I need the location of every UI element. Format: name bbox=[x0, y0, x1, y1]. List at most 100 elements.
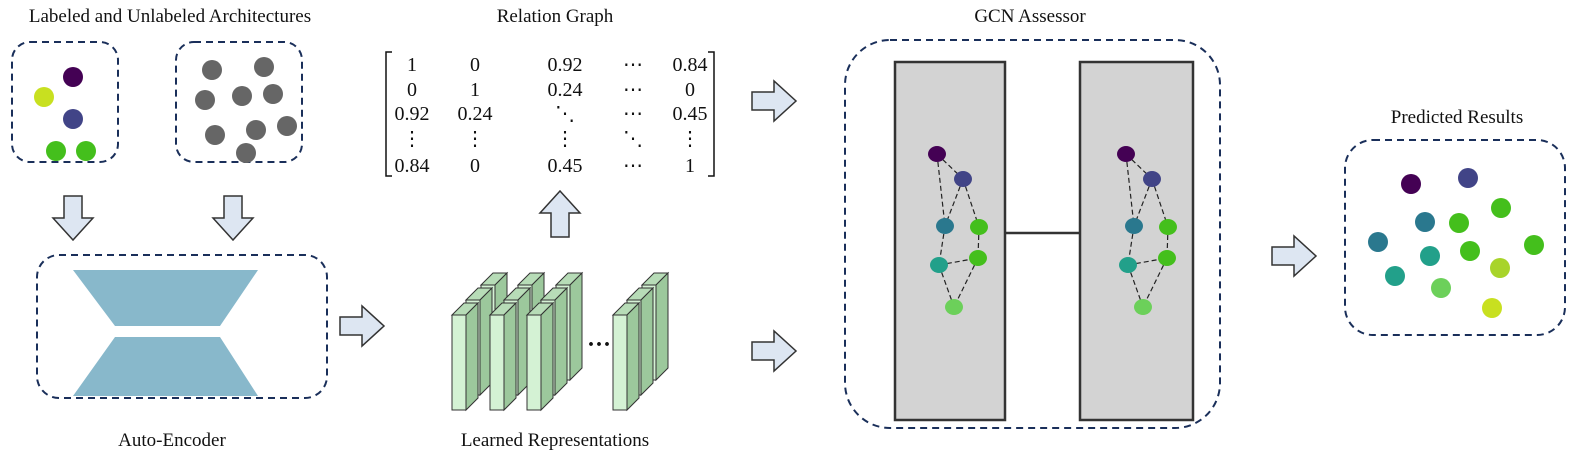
graph-node bbox=[1158, 250, 1176, 266]
unlabeled-node bbox=[232, 86, 252, 106]
matrix-cell: 0.24 bbox=[458, 103, 493, 125]
predicted-results-title: Predicted Results bbox=[1391, 107, 1523, 128]
predicted-node bbox=[1385, 266, 1405, 286]
auto-encoder-box bbox=[36, 254, 328, 399]
graph-edge bbox=[953, 257, 979, 308]
unlabeled-node bbox=[236, 143, 256, 163]
up-arrow-icon bbox=[538, 189, 582, 238]
matrix-cell: 0.84 bbox=[673, 54, 708, 76]
representation-bar-side bbox=[626, 301, 640, 412]
right-arrow-icon bbox=[751, 329, 798, 373]
matrix-cell: ⋯ bbox=[623, 103, 643, 125]
matrix-cell: 0.24 bbox=[548, 79, 583, 101]
representation-bar-side bbox=[465, 301, 479, 412]
matrix-cell: 0 bbox=[470, 155, 480, 177]
graph-node bbox=[928, 146, 946, 162]
predicted-node bbox=[1524, 235, 1544, 255]
graph-node bbox=[970, 219, 988, 235]
relation-graph-title: Relation Graph bbox=[497, 6, 614, 27]
labeled-node bbox=[63, 67, 83, 87]
matrix-cell: 0.45 bbox=[548, 155, 583, 177]
auto-encoder-label: Auto-Encoder bbox=[118, 430, 226, 451]
predicted-node bbox=[1415, 212, 1435, 232]
unlabeled-node bbox=[254, 57, 274, 77]
matrix-cell: ⋱ bbox=[623, 128, 643, 150]
predicted-node bbox=[1401, 174, 1421, 194]
gcn-layer-1 bbox=[893, 60, 1007, 422]
predicted-node bbox=[1420, 246, 1440, 266]
matrix-cell: ⋮ bbox=[680, 128, 700, 150]
right-arrow-icon bbox=[751, 79, 798, 123]
matrix-cell: 0.84 bbox=[395, 155, 430, 177]
graph-node bbox=[1119, 257, 1137, 273]
representation-bar-side bbox=[655, 271, 669, 382]
right-arrow-icon bbox=[339, 304, 386, 348]
matrix-cell: 0.92 bbox=[548, 54, 583, 76]
architectures-title: Labeled and Unlabeled Architectures bbox=[29, 6, 311, 27]
graph-edge bbox=[1151, 178, 1169, 228]
graph-node bbox=[1143, 171, 1161, 187]
labeled-box bbox=[11, 41, 119, 163]
matrix-cell: ⋯ bbox=[623, 79, 643, 101]
matrix-cell: ⋮ bbox=[465, 128, 485, 150]
matrix-cell: ⋱ bbox=[555, 103, 575, 125]
representation-bar bbox=[526, 314, 542, 411]
representation-bar-side bbox=[640, 286, 654, 397]
down-arrow-icon bbox=[211, 195, 255, 242]
unlabeled-node bbox=[263, 84, 283, 104]
decoder-shape bbox=[73, 337, 258, 396]
right-arrow-icon bbox=[1271, 234, 1318, 278]
relation-matrix: 1 0 0.92 ⋯ 0.840 1 0.24 ⋯ 00.92 0.24 ⋱ ⋯ 0.45⋮ ⋮ ⋮ ⋱ ⋮0.… bbox=[385, 51, 715, 177]
matrix-cell: 1 bbox=[685, 155, 695, 177]
graph-edge bbox=[936, 153, 964, 180]
representation-bar-side bbox=[569, 271, 583, 382]
matrix-left-bracket bbox=[385, 51, 392, 177]
down-arrow-icon bbox=[51, 195, 95, 242]
gcn-assessor-box bbox=[844, 39, 1221, 429]
predicted-node bbox=[1490, 258, 1510, 278]
matrix-cell: ⋯ bbox=[623, 54, 643, 76]
graph-node bbox=[1125, 218, 1143, 234]
labeled-node bbox=[46, 141, 66, 161]
unlabeled-node bbox=[246, 120, 266, 140]
predicted-results-box bbox=[1344, 139, 1566, 336]
graph-node bbox=[930, 257, 948, 273]
matrix-cell: ⋯ bbox=[623, 155, 643, 177]
graph-node bbox=[936, 218, 954, 234]
predicted-node bbox=[1491, 198, 1511, 218]
representation-bar-side bbox=[503, 301, 517, 412]
gcn-assessor-title: GCN Assessor bbox=[974, 6, 1086, 27]
graph-node bbox=[954, 171, 972, 187]
graph-node bbox=[1134, 299, 1152, 315]
matrix-cell: 1 bbox=[470, 79, 480, 101]
graph-edge bbox=[1142, 257, 1168, 308]
predicted-node bbox=[1368, 232, 1388, 252]
unlabeled-node bbox=[202, 60, 222, 80]
graph-edge bbox=[1125, 153, 1135, 227]
graph-edge bbox=[936, 153, 946, 227]
matrix-cell: 1 bbox=[407, 54, 417, 76]
unlabeled-box bbox=[175, 41, 303, 163]
labeled-node bbox=[63, 109, 83, 129]
encoder-shape bbox=[73, 270, 258, 326]
predicted-node bbox=[1458, 168, 1478, 188]
predicted-node bbox=[1460, 241, 1480, 261]
gcn-layer-2 bbox=[1078, 60, 1195, 422]
matrix-cell: 0 bbox=[685, 79, 695, 101]
graph-edge bbox=[1125, 153, 1153, 180]
matrix-cell: ⋮ bbox=[555, 128, 575, 150]
matrix-cell: 0.92 bbox=[395, 103, 430, 125]
ellipsis: ··· bbox=[587, 332, 611, 358]
graph-edge bbox=[944, 178, 964, 227]
predicted-node bbox=[1449, 213, 1469, 233]
graph-edge bbox=[962, 178, 980, 228]
predicted-node bbox=[1431, 278, 1451, 298]
unlabeled-node bbox=[195, 90, 215, 110]
unlabeled-node bbox=[277, 116, 297, 136]
labeled-node bbox=[76, 141, 96, 161]
graph-node bbox=[969, 250, 987, 266]
matrix-cell: 0 bbox=[470, 54, 480, 76]
representation-bar bbox=[489, 314, 505, 411]
graph-node bbox=[1117, 146, 1135, 162]
